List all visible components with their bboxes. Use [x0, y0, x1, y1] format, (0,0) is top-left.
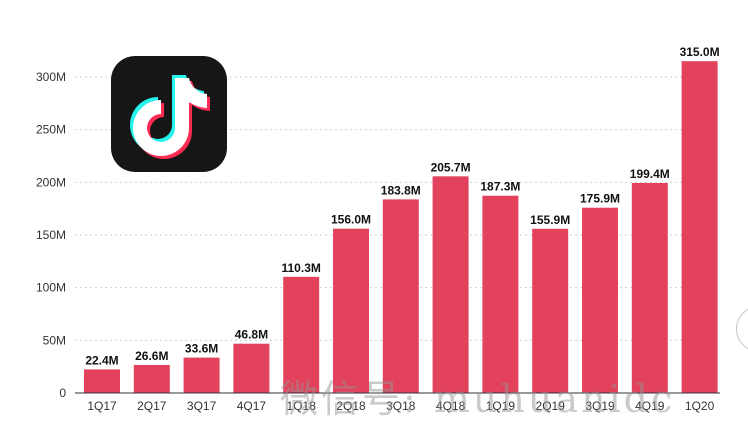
y-tick-label: 100M [36, 281, 66, 295]
x-tick-label: 2Q18 [336, 399, 366, 413]
x-tick-label: 4Q19 [635, 399, 665, 413]
y-tick-label: 250M [36, 123, 66, 137]
bar-2Q18 [333, 228, 369, 393]
x-tick-label: 1Q17 [87, 399, 117, 413]
tiktok-logo [111, 56, 227, 172]
x-tick-label: 4Q18 [436, 399, 466, 413]
value-label: 156.0M [331, 213, 371, 227]
bar-2Q17 [133, 364, 170, 393]
x-axis-ticks: 1Q17 2Q17 3Q17 4Q17 1Q18 2Q18 3Q18 4Q18 1Q19 2Q19… [87, 399, 714, 413]
y-tick-label: 200M [36, 175, 66, 189]
x-tick-label: 1Q20 [685, 399, 715, 413]
x-tick-label: 1Q19 [486, 399, 516, 413]
bar-1Q20 [681, 61, 718, 393]
bar-4Q19 [631, 182, 668, 393]
bar-3Q17 [183, 357, 220, 393]
bar-1Q19 [482, 195, 519, 393]
value-labels: 22.4M 26.6M 33.6M 46.8M 110.3M 156.0M 183.8M 20… [85, 45, 719, 367]
value-label: 110.3M [282, 261, 321, 275]
x-tick-label: 1Q18 [287, 399, 317, 413]
value-label: 199.4M [630, 167, 670, 181]
tiktok-note-icon [130, 75, 210, 159]
x-tick-label: 4Q17 [237, 399, 267, 413]
y-axis-ticks: 0 50M 100M 150M 200M 250M 300M [36, 70, 66, 400]
x-tick-label: 3Q18 [386, 399, 416, 413]
x-tick-label: 2Q17 [137, 399, 167, 413]
value-label: 26.6M [135, 349, 168, 363]
value-label: 187.3M [480, 180, 520, 194]
y-tick-label: 300M [36, 70, 66, 84]
bar-4Q18 [432, 176, 469, 393]
bars [84, 61, 718, 393]
x-tick-label: 3Q17 [187, 399, 217, 413]
y-tick-label: 0 [59, 386, 66, 400]
x-tick-label: 3Q19 [585, 399, 615, 413]
y-tick-label: 50M [43, 333, 66, 347]
x-tick-label: 2Q19 [536, 399, 566, 413]
bar-3Q18 [382, 199, 419, 393]
bar-1Q17 [84, 369, 120, 393]
y-tick-label: 150M [36, 228, 66, 242]
value-label: 46.8M [235, 328, 268, 342]
bar-1Q18 [283, 276, 320, 393]
bar-4Q17 [233, 343, 270, 393]
watermark-text: 微信号: muhuanidc [280, 377, 676, 421]
value-label: 155.9M [530, 213, 570, 227]
value-label: 33.6M [185, 342, 218, 356]
bar-3Q19 [582, 207, 618, 393]
value-label: 175.9M [580, 192, 620, 206]
bar-2Q19 [532, 228, 569, 393]
value-label: 205.7M [431, 160, 471, 174]
value-label: 315.0M [680, 45, 720, 59]
value-label: 22.4M [85, 353, 118, 367]
value-label: 183.8M [381, 183, 421, 197]
